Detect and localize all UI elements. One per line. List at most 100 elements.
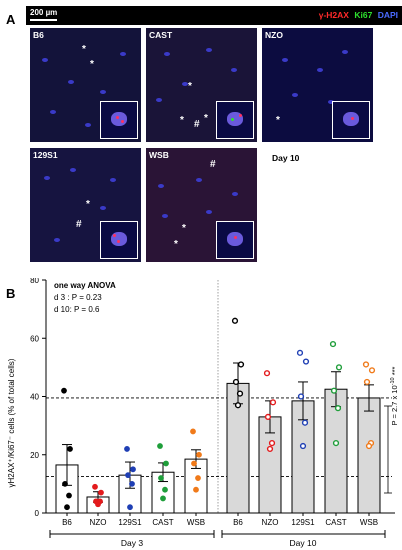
x-tick-label: NZO (90, 518, 107, 527)
x-tick-label: CAST (152, 518, 173, 527)
data-point (127, 504, 133, 511)
anova-title: one way ANOVA (54, 281, 116, 290)
data-point (299, 442, 307, 450)
anova-day3: d 3 : P = 0.23 (54, 293, 102, 302)
nucleus (232, 192, 238, 196)
nucleus (110, 178, 116, 182)
y-tick-label: 40 (30, 393, 39, 402)
micrograph-cast: CAST * * # * (146, 28, 257, 142)
p-value-stars: *** (390, 366, 399, 377)
micrograph-wsb: WSB # * * (146, 148, 257, 262)
nucleus (196, 178, 202, 182)
data-point (236, 390, 244, 397)
senescence-mark: # (194, 119, 200, 130)
x-tick-label: 129S1 (118, 518, 142, 527)
micrograph-strain-label: WSB (149, 150, 169, 160)
nucleus (292, 93, 298, 97)
nucleus (162, 214, 168, 218)
day3-label: Day 3 (121, 538, 143, 548)
x-tick-label: WSB (360, 518, 378, 527)
nucleus (206, 210, 212, 214)
data-point (193, 486, 199, 493)
nucleus (282, 58, 288, 62)
data-point (301, 419, 309, 426)
data-point (268, 440, 276, 447)
zoom-inset (332, 101, 370, 139)
nucleus (206, 48, 212, 52)
x-tick-label: B6 (233, 518, 243, 527)
nucleus (54, 238, 60, 242)
scale-bar-label: 200 µm (30, 8, 58, 17)
nucleus (342, 50, 348, 54)
data-point (296, 349, 304, 356)
data-point (335, 364, 343, 371)
data-point (263, 370, 271, 377)
day-10-caption: Day 10 (272, 153, 300, 163)
nucleus (42, 58, 48, 62)
nucleus (68, 80, 74, 84)
senescence-mark: * (276, 115, 280, 126)
data-point (195, 475, 201, 481)
data-point (158, 475, 164, 481)
micrograph-strain-label: CAST (149, 30, 173, 40)
anova-day10: d 10: P = 0.6 (54, 305, 100, 314)
nucleus (120, 52, 126, 56)
y-tick-label: 20 (30, 451, 39, 460)
micrograph-nzo: NZO * (262, 28, 373, 142)
data-point (163, 460, 169, 467)
data-point (362, 361, 370, 368)
data-point (231, 317, 239, 324)
micrograph-strain-label: 129S1 (33, 150, 58, 160)
data-point (264, 413, 272, 420)
data-point (232, 378, 240, 386)
micrograph-129s1: 129S1 * # (30, 148, 141, 262)
zoom-inset (100, 101, 138, 139)
data-point (160, 495, 166, 502)
nucleus (182, 82, 188, 86)
data-point (363, 378, 371, 386)
nucleus (231, 68, 237, 72)
stain-ki67: Ki67 (354, 10, 373, 20)
data-point (98, 489, 104, 496)
y-tick-label: 80 (30, 278, 39, 285)
data-point (330, 387, 338, 394)
stain-h2ax: γ-H2AX (318, 10, 349, 20)
y-tick-label: 0 (35, 509, 40, 518)
senescence-mark: * (182, 223, 186, 234)
senescence-mark: * (204, 113, 208, 124)
scale-bar (30, 19, 57, 21)
senescence-mark: * (180, 115, 184, 126)
data-point (67, 446, 73, 452)
nucleus (44, 176, 50, 180)
panel-a-label: A (6, 12, 16, 27)
x-tick-label: CAST (325, 518, 346, 527)
senescence-mark: # (76, 219, 82, 230)
nucleus (50, 110, 56, 114)
nucleus (164, 52, 170, 56)
data-point (234, 402, 242, 409)
senescence-mark: * (82, 44, 86, 55)
data-point (129, 480, 135, 487)
micrograph-strain-label: B6 (33, 30, 44, 40)
data-point (125, 472, 131, 479)
data-point (365, 442, 373, 450)
data-point (302, 358, 310, 365)
x-tick-label: WSB (187, 518, 205, 527)
senescence-mark: * (90, 59, 94, 70)
data-point (157, 443, 163, 449)
data-point (329, 340, 337, 348)
data-point (92, 483, 98, 490)
data-point (64, 504, 70, 511)
panel-b-label: B (6, 286, 16, 301)
data-point (191, 460, 197, 467)
senescence-mark: * (86, 199, 90, 210)
data-point (266, 445, 274, 453)
data-point (62, 480, 68, 487)
data-point (269, 399, 277, 406)
data-point (124, 446, 130, 452)
nucleus (156, 98, 162, 102)
data-point (196, 451, 202, 458)
data-point (61, 387, 67, 394)
data-point (332, 440, 340, 447)
bar (357, 397, 381, 514)
